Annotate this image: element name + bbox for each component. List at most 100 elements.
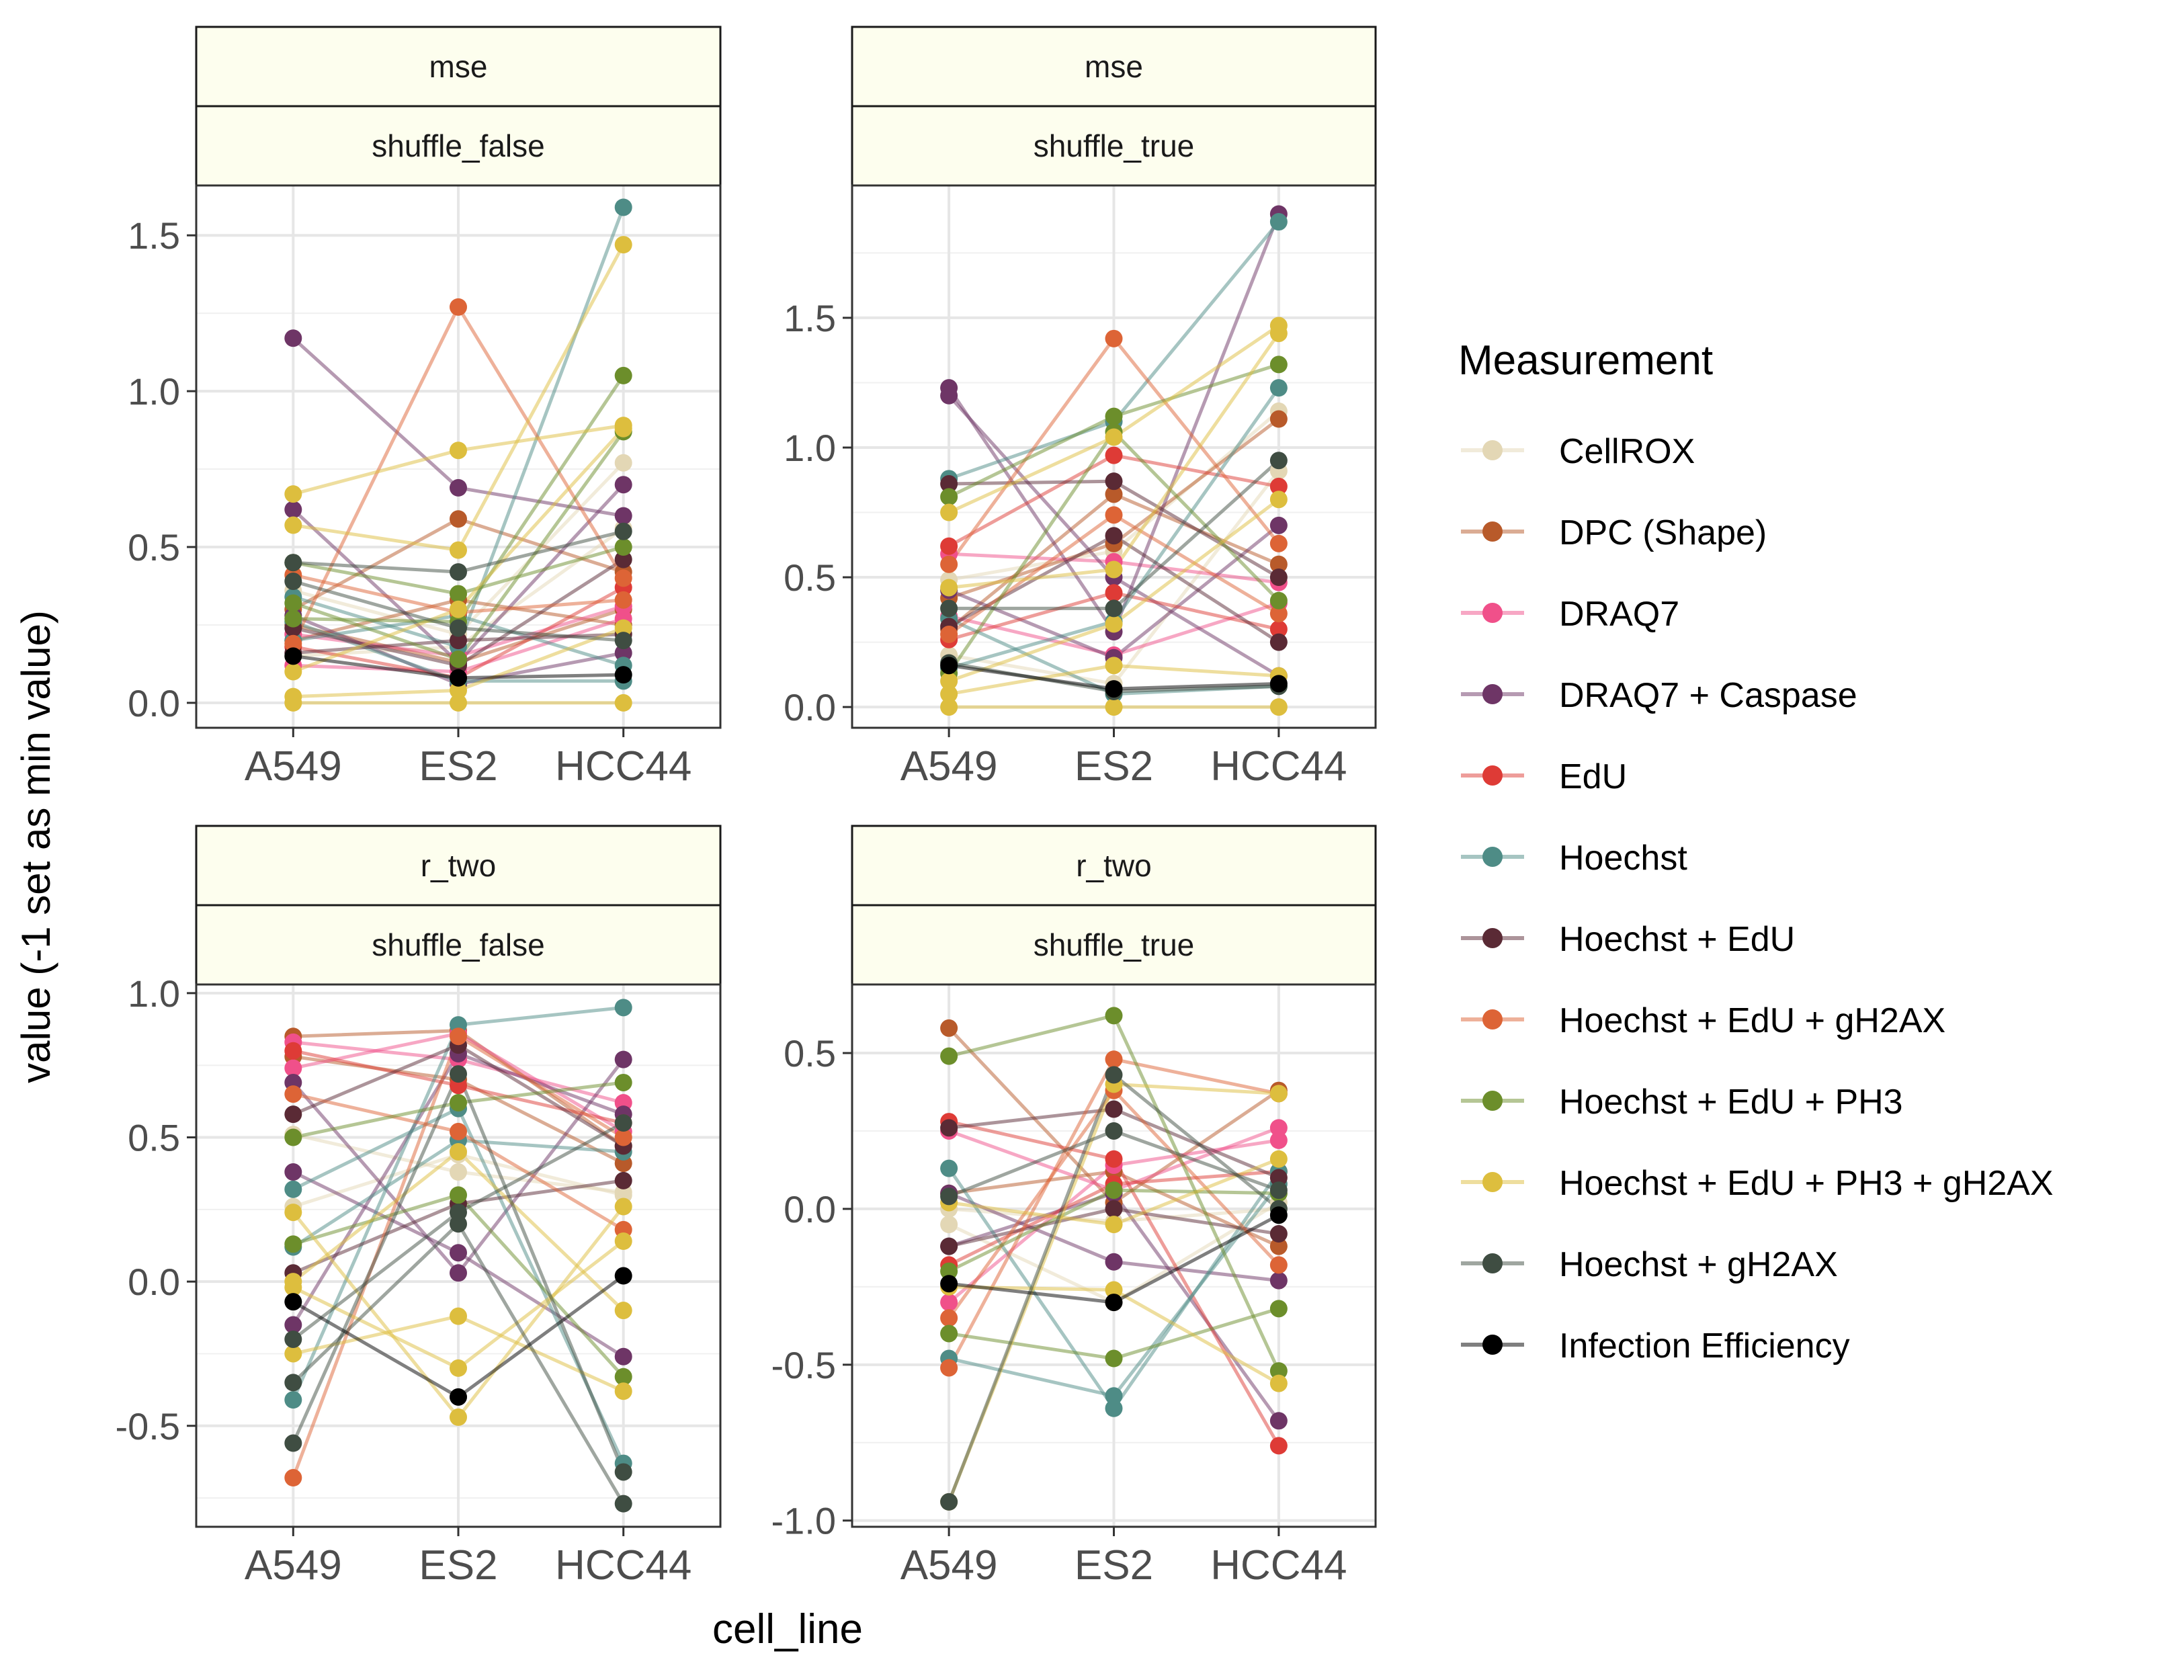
data-point	[1269, 491, 1288, 509]
data-point	[940, 1216, 958, 1234]
data-point	[450, 694, 467, 712]
legend-key-point	[1482, 440, 1503, 460]
facet-strip-bottom-label: shuffle_true	[1034, 128, 1195, 163]
data-point	[450, 1122, 467, 1140]
data-point	[1105, 428, 1123, 446]
legend-item-label: CellROX	[1559, 432, 1695, 471]
data-point	[614, 522, 632, 540]
data-point	[284, 1180, 302, 1198]
data-point	[940, 1187, 958, 1206]
panel-mse-shuffle_false: mse shuffle_false 0.0 0.5 1.0 1.5 A549 ES2 HCC44	[128, 26, 722, 790]
data-point	[1105, 1050, 1123, 1068]
data-point	[450, 632, 467, 650]
facet-strip-top-label: r_two	[1076, 848, 1151, 883]
facet-strip-top	[851, 825, 1377, 907]
data-point	[450, 1204, 467, 1222]
data-point	[940, 475, 958, 493]
data-point	[450, 1093, 467, 1111]
x-axis-title: cell_line	[712, 1606, 863, 1652]
data-point	[450, 541, 467, 559]
panel-mse-shuffle_true: mse shuffle_true 0.0 0.5 1.0 1.5 A549 ES2 HCC44	[784, 26, 1377, 790]
x-tick-label: HCC44	[555, 743, 691, 790]
y-tick-label: -1.0	[771, 1500, 837, 1542]
data-point	[614, 550, 632, 569]
series-group	[284, 198, 632, 712]
legend-item-label: DRAQ7	[1559, 595, 1679, 634]
legend-item-label: Hoechst + EdU + PH3	[1559, 1083, 1903, 1122]
data-point	[1105, 1150, 1123, 1168]
data-point	[284, 1235, 302, 1253]
data-point	[284, 1273, 302, 1291]
y-tick-label: 1.0	[128, 370, 180, 413]
legend-item-label: Hoechst + EdU	[1559, 920, 1795, 959]
data-point	[614, 366, 632, 384]
data-point	[940, 503, 958, 521]
data-point	[450, 669, 467, 687]
data-point	[1269, 1169, 1288, 1187]
data-point	[1269, 633, 1288, 651]
y-tick-label: -0.5	[771, 1344, 837, 1386]
data-point	[940, 488, 958, 506]
data-point	[614, 1302, 632, 1320]
data-point	[284, 1085, 302, 1103]
data-point	[1269, 477, 1288, 495]
data-point	[940, 537, 958, 555]
data-point	[284, 1391, 302, 1409]
data-point	[940, 1159, 958, 1177]
data-point	[940, 1294, 958, 1312]
data-point	[284, 1469, 302, 1487]
facet-strip-top-label: r_two	[421, 848, 496, 883]
data-point	[1269, 355, 1288, 374]
data-point	[614, 1347, 632, 1366]
data-point	[450, 1359, 467, 1377]
data-point	[450, 650, 467, 668]
data-point	[614, 1267, 632, 1285]
data-point	[1269, 1237, 1288, 1255]
data-point	[284, 1128, 302, 1146]
legend-key-point	[1482, 1009, 1503, 1030]
x-tick-label: ES2	[419, 1542, 497, 1589]
data-point	[1105, 527, 1123, 545]
y-tick-label: 0.0	[784, 1188, 836, 1230]
panel-r_two-shuffle_false: r_two shuffle_false -0.5 0.0 0.5 1.0 A549 ES2 HC…	[116, 825, 722, 1589]
facet-strip-top-label: mse	[429, 49, 488, 84]
data-point	[614, 619, 632, 637]
legend-item: DPC (Shape)	[1461, 513, 1767, 552]
y-tick-label: 1.0	[128, 972, 180, 1015]
data-point	[1269, 555, 1288, 573]
data-point	[1105, 1294, 1123, 1312]
data-point	[450, 1264, 467, 1282]
y-tick-label: 0.5	[784, 556, 836, 599]
data-point	[1105, 329, 1123, 347]
legend-item: Hoechst + EdU + gH2AX	[1461, 1001, 1945, 1040]
data-point	[1105, 1253, 1123, 1271]
data-point	[1105, 1399, 1123, 1417]
data-point	[940, 1309, 958, 1327]
data-point	[1269, 1374, 1288, 1392]
data-point	[940, 555, 958, 573]
data-point	[1105, 584, 1123, 602]
data-point	[940, 386, 958, 405]
data-point	[284, 573, 302, 591]
legend-item-label: Infection Efficiency	[1559, 1327, 1850, 1366]
panel-border	[195, 983, 722, 1528]
x-tick-label: HCC44	[1210, 743, 1347, 790]
data-point	[1269, 1085, 1288, 1103]
y-tick-label: 1.0	[784, 427, 836, 469]
data-point	[1269, 516, 1288, 534]
data-point	[940, 698, 958, 716]
x-tick-label: A549	[900, 1542, 998, 1589]
facet-panels: mse shuffle_false 0.0 0.5 1.0 1.5 A549 ES2 HCC44…	[116, 26, 1377, 1589]
data-point	[1269, 1412, 1288, 1430]
data-point	[614, 198, 632, 216]
data-point	[1105, 1007, 1123, 1025]
legend-item-label: Hoechst + EdU + gH2AX	[1559, 1001, 1945, 1040]
data-point	[940, 1047, 958, 1065]
facet-strip-top	[195, 825, 722, 907]
data-point	[1105, 1066, 1123, 1084]
data-point	[1269, 1131, 1288, 1149]
facet-strip-bottom	[195, 904, 722, 986]
data-point	[614, 1232, 632, 1251]
data-point	[1269, 698, 1288, 716]
data-point	[1269, 534, 1288, 552]
